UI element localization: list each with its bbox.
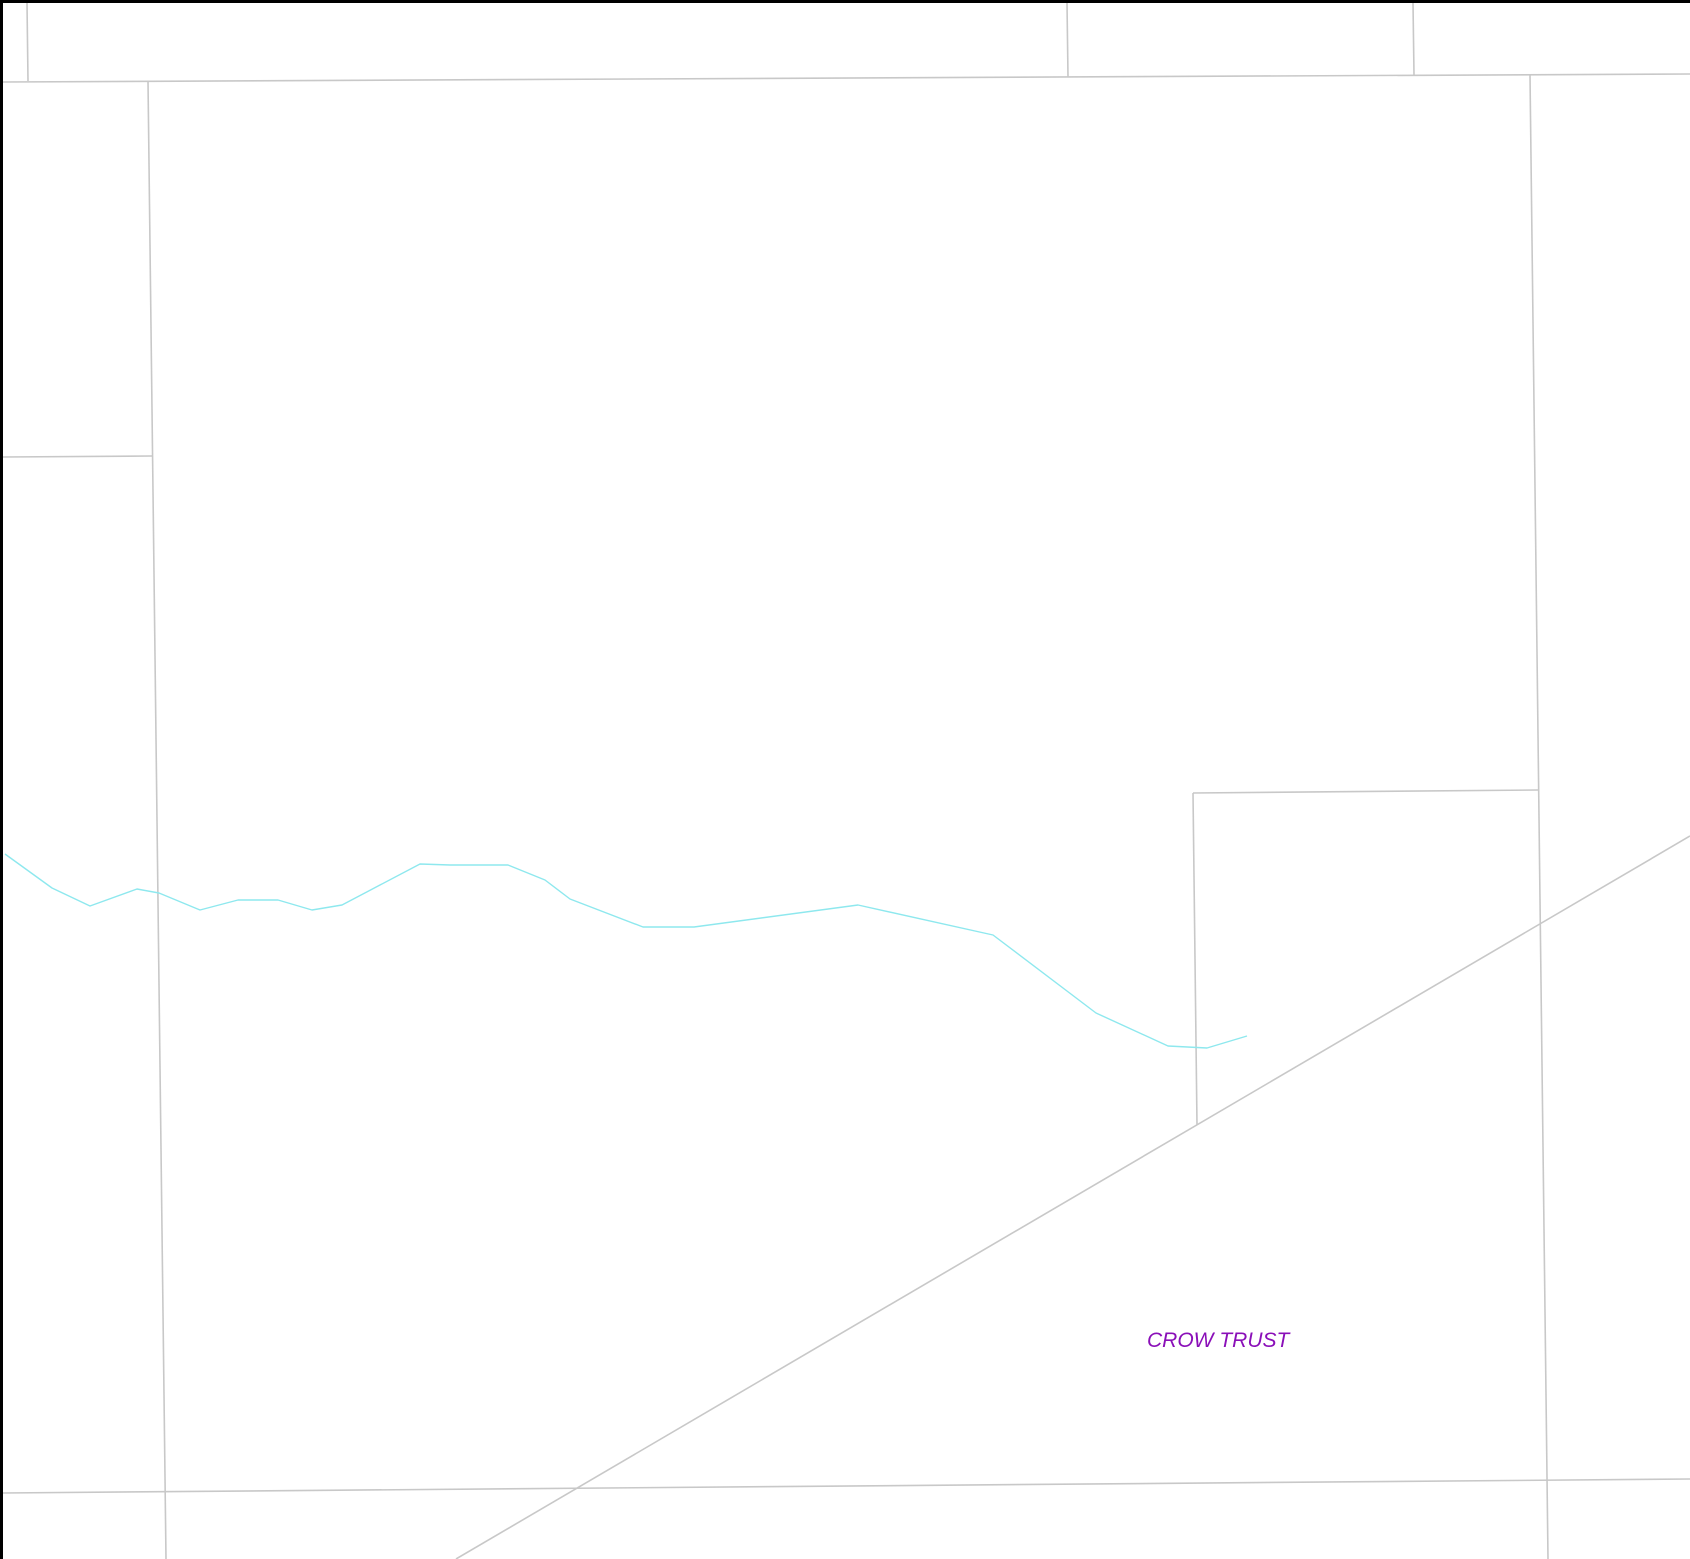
owner-label: CROW TRUST (1147, 1329, 1291, 1352)
parcel-line (2, 73, 1690, 83)
diagonal-boundary-line (455, 835, 1690, 1559)
parcel-line (1192, 789, 1539, 794)
parcel-line (1192, 792, 1198, 1126)
parcel-line (26, 2, 29, 82)
parcel-line (1412, 2, 1415, 76)
parcel-line (2, 1478, 1690, 1494)
parcel-line (147, 80, 167, 1559)
stream-line (4, 853, 1248, 1049)
parcel-line (1529, 74, 1549, 1559)
parcel-line (1066, 2, 1069, 78)
parcel-line (2, 455, 153, 458)
